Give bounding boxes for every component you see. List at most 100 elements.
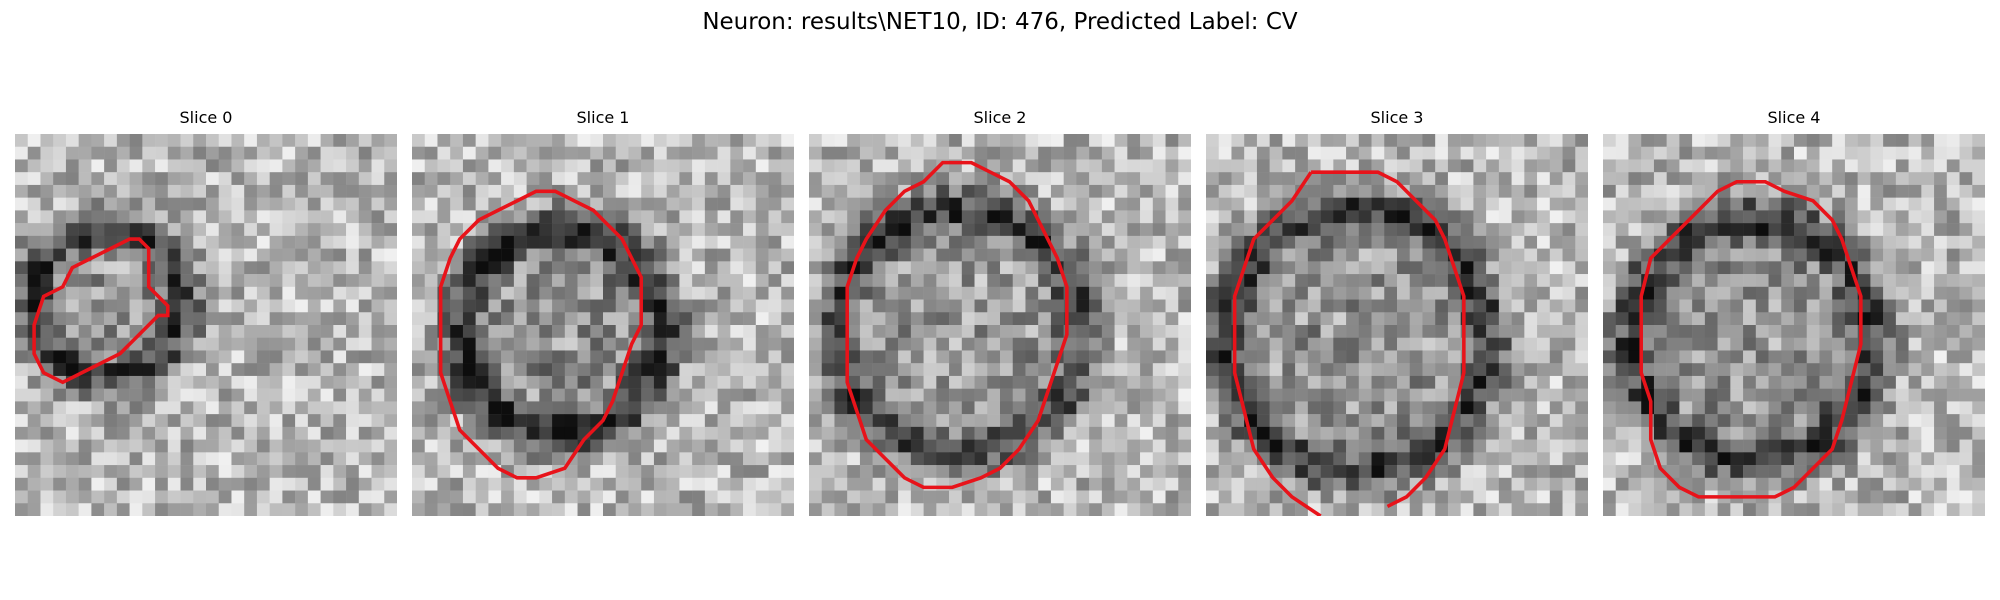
- image-pixel: [1692, 248, 1706, 262]
- image-pixel: [821, 439, 835, 453]
- image-pixel: [666, 159, 680, 173]
- image-pixel: [27, 452, 41, 466]
- image-pixel: [462, 286, 476, 300]
- image-pixel: [1397, 223, 1410, 237]
- image-pixel: [859, 146, 873, 160]
- image-pixel: [1282, 223, 1296, 237]
- image-pixel: [679, 439, 693, 453]
- image-pixel: [1959, 299, 1973, 313]
- image-pixel: [1256, 312, 1270, 326]
- image-pixel: [1076, 439, 1090, 453]
- image-pixel: [424, 363, 438, 377]
- image-pixel: [834, 197, 848, 211]
- image-pixel: [78, 184, 92, 198]
- image-pixel: [450, 350, 464, 364]
- image-pixel: [1628, 286, 1642, 300]
- image-pixel: [1269, 184, 1283, 198]
- image-pixel: [1025, 350, 1039, 364]
- image-pixel: [679, 388, 693, 402]
- image-pixel: [1717, 452, 1731, 466]
- image-pixel: [885, 350, 899, 364]
- image-pixel: [1794, 477, 1807, 491]
- image-pixel: [1959, 414, 1973, 428]
- image-pixel: [1076, 274, 1090, 288]
- image-pixel: [603, 503, 616, 516]
- image-pixel: [755, 299, 769, 313]
- image-pixel: [1730, 363, 1744, 377]
- image-pixel: [1870, 363, 1884, 377]
- image-pixel: [704, 426, 718, 440]
- image-pixel: [193, 235, 207, 249]
- image-pixel: [1371, 134, 1385, 147]
- image-pixel: [346, 197, 360, 211]
- image-pixel: [704, 223, 718, 237]
- image-pixel: [1152, 426, 1166, 440]
- image-pixel: [1178, 286, 1191, 300]
- image-pixel: [53, 465, 67, 479]
- image-pixel: [1883, 134, 1897, 147]
- image-pixel: [653, 439, 667, 453]
- image-pixel: [679, 312, 693, 326]
- image-pixel: [1295, 439, 1309, 453]
- image-pixel: [1844, 210, 1858, 224]
- image-pixel: [91, 312, 105, 326]
- image-pixel: [1946, 363, 1960, 377]
- image-pixel: [142, 363, 156, 377]
- image-pixel: [1959, 439, 1973, 453]
- image-pixel: [898, 286, 912, 300]
- image-pixel: [1511, 439, 1525, 453]
- image-pixel: [564, 184, 578, 198]
- image-pixel: [692, 363, 706, 377]
- image-pixel: [1870, 465, 1884, 479]
- image-pixel: [1575, 401, 1588, 415]
- image-pixel: [1371, 248, 1385, 262]
- image-pixel: [91, 375, 105, 389]
- image-pixel: [1486, 452, 1500, 466]
- image-pixel: [1883, 350, 1897, 364]
- image-pixel: [704, 363, 718, 377]
- image-pixel: [475, 159, 489, 173]
- image-pixel: [1537, 426, 1551, 440]
- image-pixel: [859, 210, 873, 224]
- image-pixel: [180, 490, 194, 504]
- image-pixel: [1127, 286, 1141, 300]
- image-pixel: [653, 274, 667, 288]
- image-pixel: [437, 184, 451, 198]
- image-pixel: [564, 388, 578, 402]
- image-pixel: [847, 363, 861, 377]
- image-pixel: [1346, 248, 1360, 262]
- image-pixel: [821, 146, 835, 160]
- image-pixel: [1895, 134, 1909, 147]
- image-pixel: [755, 414, 769, 428]
- image-pixel: [295, 248, 309, 262]
- image-pixel: [1921, 172, 1935, 186]
- image-pixel: [244, 248, 258, 262]
- image-pixel: [513, 490, 527, 504]
- image-pixel: [1397, 134, 1410, 147]
- image-pixel: [1562, 286, 1576, 300]
- image-pixel: [116, 134, 130, 147]
- image-pixel: [1358, 388, 1372, 402]
- image-pixel: [564, 477, 578, 491]
- image-pixel: [1358, 286, 1372, 300]
- image-pixel: [384, 401, 397, 415]
- image-pixel: [256, 477, 270, 491]
- image-pixel: [513, 146, 527, 160]
- image-pixel: [437, 197, 451, 211]
- image-pixel: [666, 134, 680, 147]
- image-pixel: [1806, 337, 1820, 351]
- image-pixel: [1063, 452, 1077, 466]
- image-pixel: [1857, 388, 1871, 402]
- image-pixel: [1473, 325, 1487, 338]
- image-pixel: [1473, 235, 1487, 249]
- image-pixel: [1806, 350, 1820, 364]
- image-pixel: [244, 172, 258, 186]
- image-pixel: [1152, 325, 1166, 338]
- image-pixel: [333, 439, 347, 453]
- image-pixel: [1050, 477, 1064, 491]
- image-pixel: [358, 286, 372, 300]
- image-pixel: [1231, 159, 1245, 173]
- image-pixel: [65, 159, 79, 173]
- image-pixel: [1575, 337, 1588, 351]
- image-pixel: [1307, 426, 1321, 440]
